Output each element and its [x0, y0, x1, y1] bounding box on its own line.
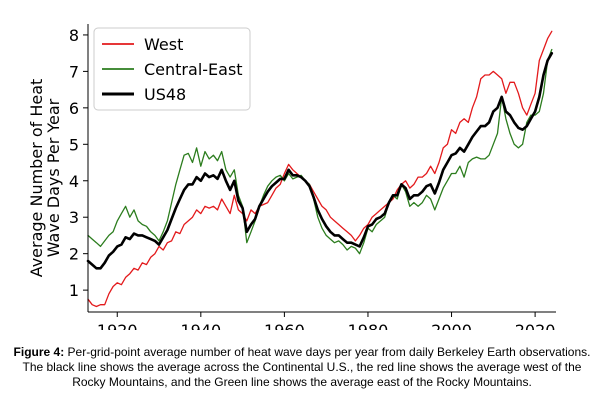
legend-box [93, 27, 251, 111]
x-tick-label: 1920 [97, 321, 138, 330]
plot-lines [86, 30, 554, 308]
x-tick-label: 1940 [180, 321, 221, 330]
y-axis-title-line: Wave Days Per Year [44, 98, 63, 257]
legend-label-us48: US48 [144, 85, 186, 104]
figure-caption: Figure 4: Per-grid-point average number … [12, 345, 592, 390]
y-tick-label: 6 [69, 99, 79, 118]
y-tick-label: 5 [69, 135, 79, 154]
x-tick-label: 1960 [264, 321, 305, 330]
caption-label: Figure 4: [13, 345, 65, 359]
y-tick-label: 3 [69, 208, 79, 227]
y-axis-title: Average Number of HeatWave Days Per Year [27, 79, 63, 278]
series-line-us48 [86, 51, 554, 270]
x-tick-label: 2020 [515, 321, 556, 330]
heat-wave-line-chart: 1 2 3 4 5 6 7 8 1920 1940 1960 1980 2000 2020 West Cen… [27, 24, 556, 330]
y-tick-label: 7 [69, 62, 79, 81]
y-tick-label: 1 [69, 281, 79, 300]
y-axis-label: Average Number of HeatWave Days Per Year [27, 79, 63, 278]
x-tick-label: 2000 [431, 321, 472, 330]
y-tick-label: 8 [69, 26, 79, 45]
legend-label-central-east: Central-East [144, 60, 243, 79]
x-tick-label: 1980 [348, 321, 389, 330]
legend-label-west: West [144, 35, 183, 54]
series-line-central-east [87, 48, 553, 255]
series-line-west [87, 30, 553, 308]
y-tick-label: 4 [69, 172, 79, 191]
caption-text: Per-grid-point average number of heat wa… [22, 345, 591, 389]
y-tick-label: 2 [69, 245, 79, 264]
chart-axes: 1 2 3 4 5 6 7 8 1920 1940 1960 1980 2000 2020 [69, 24, 556, 330]
legend: West Central-East US48 [93, 27, 251, 111]
y-axis-title-line: Average Number of Heat [27, 79, 46, 278]
